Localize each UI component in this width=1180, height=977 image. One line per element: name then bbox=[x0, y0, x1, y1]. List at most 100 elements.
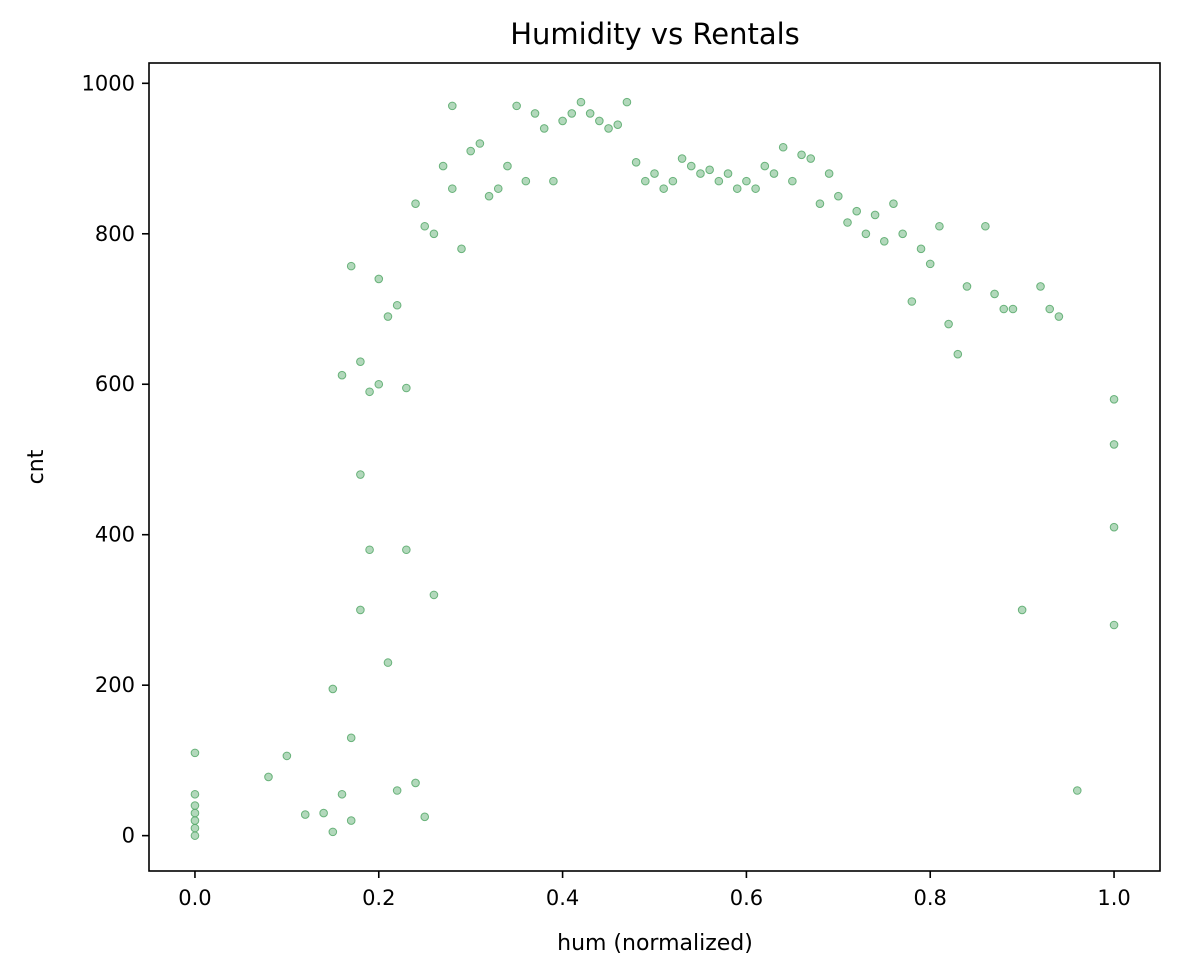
data-point bbox=[346, 733, 356, 743]
data-point bbox=[438, 161, 448, 171]
data-point bbox=[1036, 282, 1045, 291]
data-point bbox=[190, 823, 200, 833]
y-tick-label: 800 bbox=[95, 222, 135, 246]
x-axis-label: hum (normalized) bbox=[557, 931, 753, 956]
data-point bbox=[916, 244, 926, 254]
data-point bbox=[402, 383, 411, 393]
data-point bbox=[595, 116, 604, 126]
data-point bbox=[190, 748, 200, 758]
data-point bbox=[723, 169, 733, 178]
data-point bbox=[585, 109, 595, 118]
data-point bbox=[264, 772, 273, 782]
data-point bbox=[907, 297, 917, 306]
data-point bbox=[190, 831, 200, 840]
data-point bbox=[356, 470, 365, 479]
data-point bbox=[190, 808, 200, 818]
data-point bbox=[834, 191, 843, 201]
data-point bbox=[806, 154, 816, 163]
data-point bbox=[346, 261, 356, 271]
y-tick-label: 200 bbox=[95, 673, 135, 697]
data-point bbox=[190, 789, 200, 799]
data-point bbox=[512, 101, 521, 111]
y-tick-label: 400 bbox=[95, 523, 135, 547]
x-tick-label: 0.2 bbox=[362, 886, 395, 910]
data-point bbox=[521, 176, 531, 186]
data-point bbox=[769, 169, 779, 178]
data-point bbox=[1109, 620, 1119, 630]
data-point bbox=[466, 146, 475, 156]
data-point bbox=[402, 545, 411, 555]
data-point bbox=[696, 169, 705, 178]
data-point bbox=[962, 282, 972, 291]
data-point bbox=[411, 199, 420, 208]
data-point bbox=[549, 176, 558, 186]
y-axis-label: cnt bbox=[24, 449, 49, 484]
data-point bbox=[356, 605, 365, 615]
data-point bbox=[1109, 522, 1119, 532]
data-point bbox=[879, 237, 889, 246]
data-point bbox=[705, 165, 714, 175]
y-axis: 0 200 400 600 800 1000 bbox=[82, 71, 149, 848]
data-point bbox=[990, 289, 999, 299]
data-point bbox=[457, 244, 466, 254]
data-point bbox=[925, 259, 935, 269]
data-point bbox=[953, 349, 963, 359]
data-point bbox=[788, 176, 797, 186]
data-point bbox=[429, 590, 439, 600]
data-point bbox=[861, 229, 871, 239]
data-point bbox=[668, 176, 678, 186]
data-point bbox=[328, 684, 338, 694]
data-point bbox=[429, 229, 439, 239]
data-point bbox=[1109, 394, 1119, 404]
y-tick-label: 1000 bbox=[82, 71, 135, 95]
data-point bbox=[935, 221, 944, 231]
data-point bbox=[981, 221, 990, 231]
data-point bbox=[1109, 440, 1119, 449]
data-point bbox=[714, 176, 724, 186]
x-tick-label: 0.0 bbox=[178, 886, 211, 910]
data-point bbox=[944, 319, 953, 329]
x-tick-label: 0.6 bbox=[730, 886, 763, 910]
y-tick-label: 600 bbox=[95, 372, 135, 396]
data-point bbox=[843, 218, 852, 227]
data-point bbox=[383, 658, 393, 667]
data-point bbox=[319, 808, 328, 818]
data-point bbox=[659, 184, 668, 193]
data-point bbox=[420, 812, 430, 822]
data-point bbox=[374, 379, 384, 389]
x-tick-label: 0.8 bbox=[914, 886, 947, 910]
data-point bbox=[346, 816, 356, 825]
data-points bbox=[190, 97, 1119, 840]
data-point bbox=[1008, 304, 1018, 314]
data-point bbox=[631, 158, 641, 167]
data-point bbox=[576, 97, 586, 107]
data-point bbox=[383, 312, 393, 321]
data-point bbox=[411, 778, 420, 788]
data-point bbox=[999, 304, 1009, 314]
data-point bbox=[374, 274, 384, 284]
data-point bbox=[365, 387, 374, 397]
data-point bbox=[558, 116, 567, 126]
data-point bbox=[641, 176, 650, 186]
data-point bbox=[778, 142, 788, 152]
data-point bbox=[484, 191, 494, 201]
data-point bbox=[1017, 605, 1027, 615]
data-point bbox=[328, 827, 338, 837]
data-point bbox=[870, 210, 880, 220]
data-point bbox=[448, 184, 457, 193]
x-tick-label: 0.4 bbox=[546, 886, 579, 910]
data-point bbox=[190, 816, 200, 825]
data-point bbox=[889, 199, 898, 208]
data-point bbox=[539, 124, 549, 133]
data-point bbox=[650, 169, 659, 178]
plot-frame bbox=[148, 62, 1161, 872]
x-axis: 0.0 0.2 0.4 0.6 0.8 1.0 bbox=[178, 871, 1131, 910]
data-point bbox=[898, 229, 907, 239]
data-point bbox=[392, 300, 402, 310]
data-point bbox=[1054, 312, 1064, 321]
data-point bbox=[190, 801, 200, 810]
chart-title: Humidity vs Rentals bbox=[510, 17, 800, 51]
y-tick-label: 0 bbox=[122, 824, 135, 848]
data-point bbox=[448, 101, 457, 111]
